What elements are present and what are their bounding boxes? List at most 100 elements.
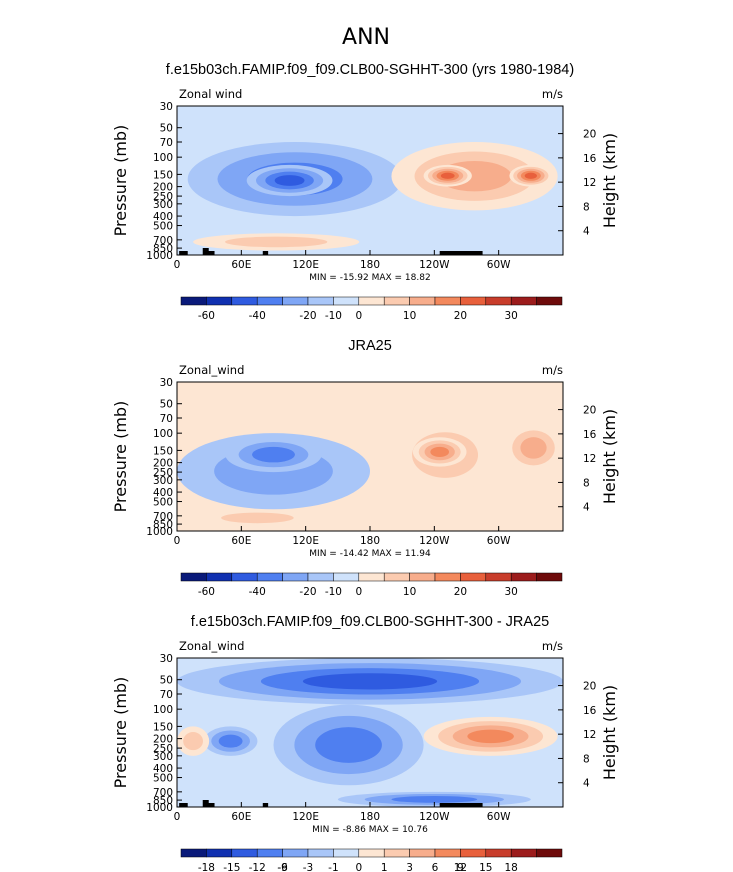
colorbar-label: 6 — [432, 862, 439, 872]
colorbar-swatch — [231, 572, 258, 582]
y-tick-label: 850 — [153, 519, 173, 531]
height-tick-label: 8 — [583, 477, 590, 489]
plot-area — [177, 658, 563, 807]
colorbar-swatch — [180, 848, 207, 858]
panels-group: f.e15b03ch.FAMIP.f09_f09.CLB00-SGHHT-300… — [111, 62, 619, 872]
orography-3 — [262, 803, 269, 807]
height-tick-label: 8 — [583, 201, 590, 213]
x-tick-label: 60W — [487, 535, 511, 547]
x-tick-label: 0 — [174, 259, 181, 271]
y-tick-label: 150 — [153, 169, 173, 181]
right-axis-title: Height (km) — [600, 409, 619, 504]
colorbar-label: -9 — [277, 862, 287, 872]
plot-area — [177, 106, 563, 255]
variable-label: Zonal_wind — [179, 639, 244, 653]
height-tick-label: 20 — [583, 681, 596, 693]
height-tick-label: 4 — [583, 778, 590, 790]
height-tick-label: 8 — [583, 753, 590, 765]
y-tick-label: 50 — [160, 399, 173, 411]
colorbar-swatch — [409, 572, 436, 582]
colorbar-label: 20 — [454, 586, 467, 598]
colorbar-swatch — [434, 296, 461, 306]
colorbar-swatch — [485, 296, 512, 306]
x-tick-label: 0 — [174, 811, 181, 823]
contour-easterly-2-level-4 — [274, 175, 305, 186]
colorbar-label: 10 — [403, 310, 416, 322]
contour-easterly-1-level-4 — [302, 673, 438, 690]
units-label: m/s — [542, 87, 563, 101]
colorbar-swatch — [282, 572, 309, 582]
x-tick-label: 120E — [292, 259, 319, 271]
colorbar-label: 10 — [403, 586, 416, 598]
y-axis-title: Pressure (mb) — [111, 401, 130, 513]
y-tick-label: 850 — [153, 243, 173, 255]
colorbar-swatch — [485, 572, 512, 582]
contour-westerly-6-level-2 — [225, 236, 328, 248]
min-max-label: MIN = -15.92 MAX = 18.82 — [309, 273, 430, 283]
colorbar-swatch — [333, 848, 360, 858]
x-tick-label: 60E — [231, 811, 251, 823]
colorbar-swatch — [536, 572, 563, 582]
colorbar-label: 0 — [355, 586, 362, 598]
colorbar-swatch — [307, 848, 334, 858]
colorbar-swatch — [180, 296, 207, 306]
height-tick-label: 12 — [583, 177, 596, 189]
colorbar-label: 30 — [505, 310, 518, 322]
height-tick-label: 20 — [583, 405, 596, 417]
colorbar-label: -40 — [249, 310, 266, 322]
x-tick-label: 120E — [292, 535, 319, 547]
colorbar-swatch — [409, 848, 436, 858]
orography-1 — [179, 803, 188, 807]
y-tick-label: 850 — [153, 795, 173, 807]
y-tick-label: 200 — [153, 182, 173, 194]
colorbar-label: -40 — [249, 586, 266, 598]
units-label: m/s — [542, 363, 563, 377]
y-tick-label: 700 — [153, 235, 173, 247]
colorbar-swatch — [536, 296, 563, 306]
contour-westerly-4-level-4 — [430, 446, 450, 458]
y-axis-title: Pressure (mb) — [111, 677, 130, 789]
colorbar-label: 20 — [454, 310, 467, 322]
y-axis-title: Pressure (mb) — [111, 125, 130, 237]
colorbar-swatch — [383, 572, 410, 582]
y-tick-label: 400 — [153, 211, 173, 223]
x-tick-label: 60E — [231, 259, 251, 271]
colorbar-label: 0 — [355, 862, 362, 872]
colorbar-label: 18 — [505, 862, 518, 872]
contour-easterly-6-level-3 — [391, 796, 478, 803]
x-tick-label: 60E — [231, 535, 251, 547]
y-tick-label: 400 — [153, 763, 173, 775]
colorbar-swatch — [282, 848, 309, 858]
colorbar-swatch — [231, 848, 258, 858]
colorbar-swatch — [282, 296, 309, 306]
y-tick-label: 50 — [160, 675, 173, 687]
orography-2 — [203, 803, 215, 807]
contour-westerly-6-level-2 — [221, 512, 294, 524]
x-tick-label: 60W — [487, 259, 511, 271]
colorbar-swatch — [256, 848, 283, 858]
colorbar-swatch — [358, 296, 385, 306]
contour-westerly-4-level-5 — [440, 172, 455, 179]
colorbar-label: 12 — [454, 862, 467, 872]
right-axis-title: Height (km) — [600, 133, 619, 228]
orography-3 — [262, 251, 269, 255]
y-tick-label: 30 — [160, 653, 173, 665]
main-title: ANN — [342, 25, 390, 50]
min-max-label: MIN = -8.86 MAX = 10.76 — [312, 825, 428, 835]
colorbar-swatch — [510, 296, 537, 306]
y-tick-label: 500 — [153, 773, 173, 785]
height-tick-label: 4 — [583, 226, 590, 238]
colorbar-swatch — [307, 572, 334, 582]
y-tick-label: 70 — [160, 137, 173, 149]
colorbar-swatch — [434, 572, 461, 582]
x-tick-label: 120W — [419, 535, 450, 547]
y-tick-label: 400 — [153, 487, 173, 499]
contour-easterly-2-level-3 — [252, 446, 295, 463]
panel-3: f.e15b03ch.FAMIP.f09_f09.CLB00-SGHHT-300… — [111, 614, 619, 872]
colorbar-swatch — [358, 848, 385, 858]
y-tick-label: 50 — [160, 123, 173, 135]
colorbar-label: -15 — [223, 862, 240, 872]
y-tick-label: 1000 — [146, 526, 173, 538]
colorbar-swatch — [180, 572, 207, 582]
height-tick-label: 4 — [583, 502, 590, 514]
